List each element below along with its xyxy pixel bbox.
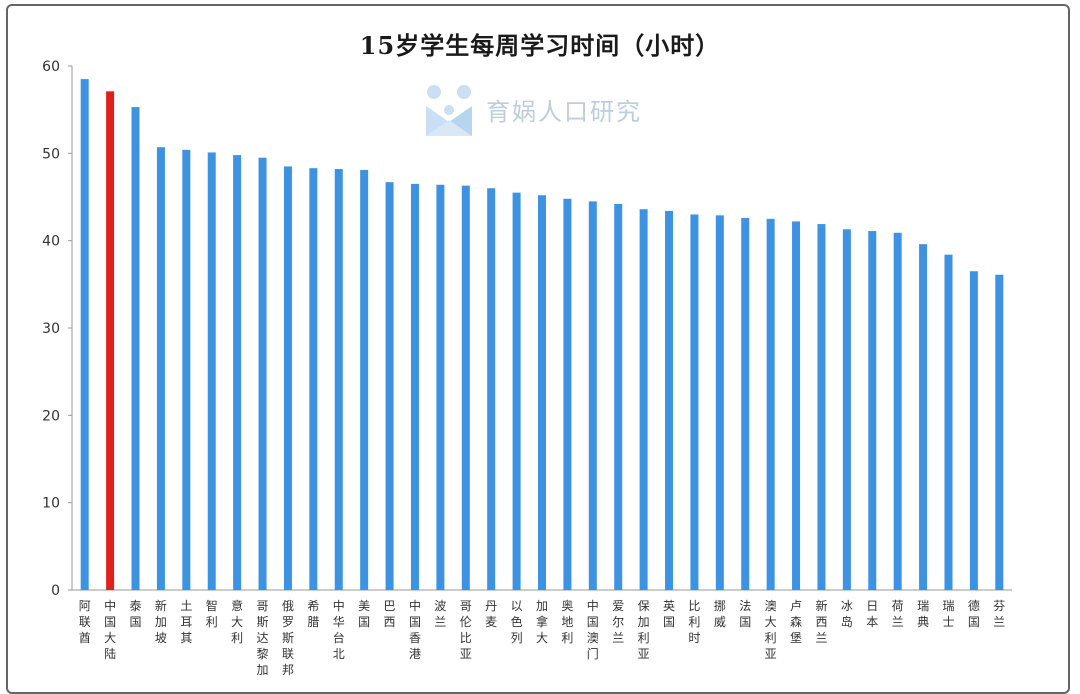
x-tick-label-35: 德国 bbox=[968, 598, 980, 629]
bar-3 bbox=[156, 147, 165, 590]
x-tick-label-1: 中国大陆 bbox=[104, 598, 116, 661]
x-tick-label-7: 哥斯达黎加 bbox=[257, 599, 269, 677]
bar-36 bbox=[995, 274, 1004, 590]
bar-18 bbox=[538, 195, 546, 590]
x-tick-label-12: 巴西 bbox=[384, 599, 396, 629]
x-tick-label-19: 奥地利 bbox=[561, 599, 573, 645]
x-tick-label-14: 波兰 bbox=[434, 599, 446, 629]
x-tick-label-34: 瑞士 bbox=[942, 599, 954, 629]
x-tick-label-20: 中国澳门 bbox=[587, 598, 599, 661]
x-tick-label-28: 卢森堡 bbox=[790, 598, 802, 645]
x-tick-label-8: 俄罗斯联邦 bbox=[282, 599, 294, 677]
x-tick-label-21: 爱尔兰 bbox=[612, 599, 624, 645]
bar-11 bbox=[360, 169, 369, 590]
bar-14 bbox=[436, 184, 445, 591]
x-tick-label-36: 芬兰 bbox=[993, 599, 1005, 629]
bar-16 bbox=[487, 188, 496, 590]
x-tick-label-31: 日本 bbox=[866, 599, 878, 629]
bar-29 bbox=[817, 224, 826, 590]
x-tick-label-13: 中国香港 bbox=[409, 598, 421, 661]
x-tick-label-25: 挪威 bbox=[714, 599, 726, 629]
bar-6 bbox=[233, 155, 242, 590]
bar-20 bbox=[588, 201, 597, 590]
x-tick-label-9: 希腊 bbox=[307, 598, 319, 629]
x-tick-label-22: 保加利亚 bbox=[638, 599, 650, 661]
x-tick-label-23: 英国 bbox=[663, 599, 675, 629]
brand-logo-icon bbox=[426, 85, 472, 136]
bar-30 bbox=[842, 229, 851, 590]
chart-title: 15岁学生每周学习时间（小时） bbox=[359, 31, 721, 60]
x-tick-label-17: 以色列 bbox=[511, 599, 523, 645]
bar-21 bbox=[614, 203, 623, 590]
bar-27 bbox=[766, 218, 775, 591]
bar-26 bbox=[741, 217, 750, 590]
bar-25 bbox=[715, 215, 724, 590]
bar-28 bbox=[792, 221, 801, 590]
x-tick-label-29: 新西兰 bbox=[815, 598, 827, 645]
bar-24 bbox=[690, 214, 699, 590]
y-tick-label: 60 bbox=[42, 59, 60, 75]
bar-35 bbox=[969, 271, 978, 590]
x-tick-label-27: 澳大利亚 bbox=[765, 599, 777, 661]
x-tick-label-10: 中华台北 bbox=[333, 598, 345, 661]
bar-33 bbox=[919, 244, 928, 590]
x-tick-label-26: 法国 bbox=[739, 599, 751, 629]
bar-5 bbox=[207, 152, 216, 590]
bar-12 bbox=[385, 182, 394, 591]
bar-10 bbox=[334, 169, 343, 590]
bar-chart: 0 10 20 30 40 50 60 阿联酋 中国大陆 泰国 新加坡 土耳其 智利 意大利 哥斯达黎加 俄罗… bbox=[42, 59, 1012, 677]
x-tick-label-3: 新加坡 bbox=[155, 598, 167, 645]
bar-32 bbox=[893, 232, 902, 590]
bar-34 bbox=[944, 254, 953, 590]
bar-8 bbox=[283, 166, 292, 590]
x-tick-label-32: 荷兰 bbox=[892, 599, 904, 629]
bar-13 bbox=[410, 183, 419, 590]
bar-1 bbox=[106, 91, 115, 591]
bar-17 bbox=[512, 192, 521, 590]
bar-23 bbox=[665, 210, 674, 590]
bar-0 bbox=[80, 79, 89, 590]
y-tick-label: 40 bbox=[42, 234, 60, 250]
x-tick-label-18: 加拿大 bbox=[536, 599, 548, 645]
y-tick-label: 50 bbox=[42, 146, 60, 162]
bar-31 bbox=[868, 231, 877, 590]
x-tick-label-16: 丹麦 bbox=[485, 599, 497, 629]
watermark: 育娲人口研究 bbox=[424, 84, 664, 144]
y-tick-label: 0 bbox=[51, 583, 60, 599]
x-tick-label-24: 比利时 bbox=[688, 599, 700, 645]
y-tick-label: 20 bbox=[42, 408, 60, 424]
bar-4 bbox=[182, 149, 191, 590]
x-tick-label-4: 土耳其 bbox=[180, 599, 192, 645]
x-tick-label-6: 意大利 bbox=[231, 598, 243, 645]
x-tick-label-11: 美国 bbox=[358, 599, 370, 629]
bar-7 bbox=[258, 157, 267, 590]
x-tick-label-0: 阿联酋 bbox=[79, 599, 91, 645]
y-tick-label: 10 bbox=[42, 496, 60, 512]
x-tick-label-33: 瑞典 bbox=[917, 599, 929, 629]
x-tick-label-15: 哥伦比亚 bbox=[460, 599, 472, 661]
x-tick-label-30: 冰岛 bbox=[841, 599, 853, 629]
watermark-text: 育娲人口研究 bbox=[486, 98, 642, 126]
x-tick-label-5: 智利 bbox=[206, 598, 218, 629]
bar-15 bbox=[461, 185, 470, 590]
bar-22 bbox=[639, 209, 648, 590]
y-tick-label: 30 bbox=[42, 321, 60, 337]
bar-19 bbox=[563, 198, 572, 590]
bar-9 bbox=[309, 168, 318, 590]
bar-2 bbox=[131, 107, 140, 591]
x-tick-label-2: 泰国 bbox=[130, 599, 142, 629]
